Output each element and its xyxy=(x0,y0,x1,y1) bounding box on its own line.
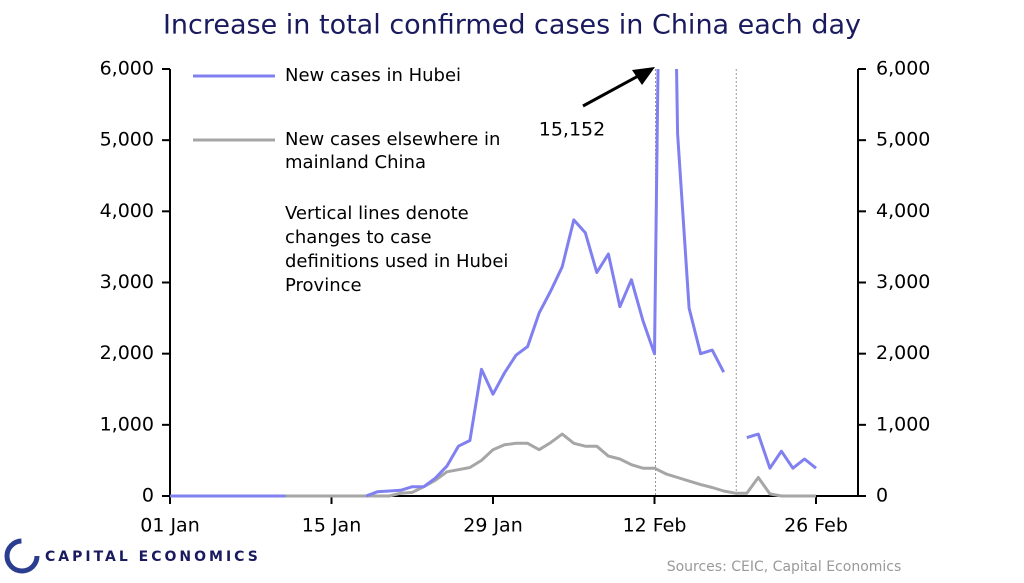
y2-tick-label: 1,000 xyxy=(876,413,930,435)
x-tick-label: 12 Feb xyxy=(623,515,687,537)
x-tick-label: 15 Jan xyxy=(302,515,362,537)
y2-tick-label: 2,000 xyxy=(876,342,930,364)
series-line xyxy=(170,69,817,498)
y-tick-label: 4,000 xyxy=(100,200,154,222)
y-tick-label: 6,000 xyxy=(100,58,154,80)
source: Sources: CEIC, Capital Economics xyxy=(667,559,902,575)
annotation: 15,152 xyxy=(539,119,605,141)
y-tick-label: 3,000 xyxy=(100,271,154,293)
x-tick-label: 01 Jan xyxy=(140,515,200,537)
series-line xyxy=(285,432,816,498)
y2-tick-label: 0 xyxy=(876,485,888,507)
note: Vertical lines denote changes to case de… xyxy=(285,203,509,296)
plot xyxy=(170,69,817,498)
y2-tick-label: 4,000 xyxy=(876,200,930,222)
y-tick-label: 0 xyxy=(142,485,154,507)
y2-tick-label: 6,000 xyxy=(876,58,930,80)
y-tick-label: 2,000 xyxy=(100,342,154,364)
chart-title: Increase in total confirmed cases in Chi… xyxy=(163,10,861,41)
arrow-head xyxy=(632,67,655,85)
y-tick-label: 1,000 xyxy=(100,413,154,435)
logo-icon xyxy=(4,538,40,574)
x-tick-label: 29 Jan xyxy=(463,515,523,537)
logo: CAPITAL ECONOMICS xyxy=(45,549,261,565)
y2-tick-label: 3,000 xyxy=(876,271,930,293)
arrow xyxy=(582,73,641,108)
x-tick-label: 26 Feb xyxy=(784,515,848,537)
y2-tick-label: 5,000 xyxy=(876,129,930,151)
y-tick-label: 5,000 xyxy=(100,129,154,151)
legend-label: New cases in Hubei xyxy=(285,65,462,86)
legend-label: New cases elsewhere in mainland China xyxy=(285,129,501,173)
